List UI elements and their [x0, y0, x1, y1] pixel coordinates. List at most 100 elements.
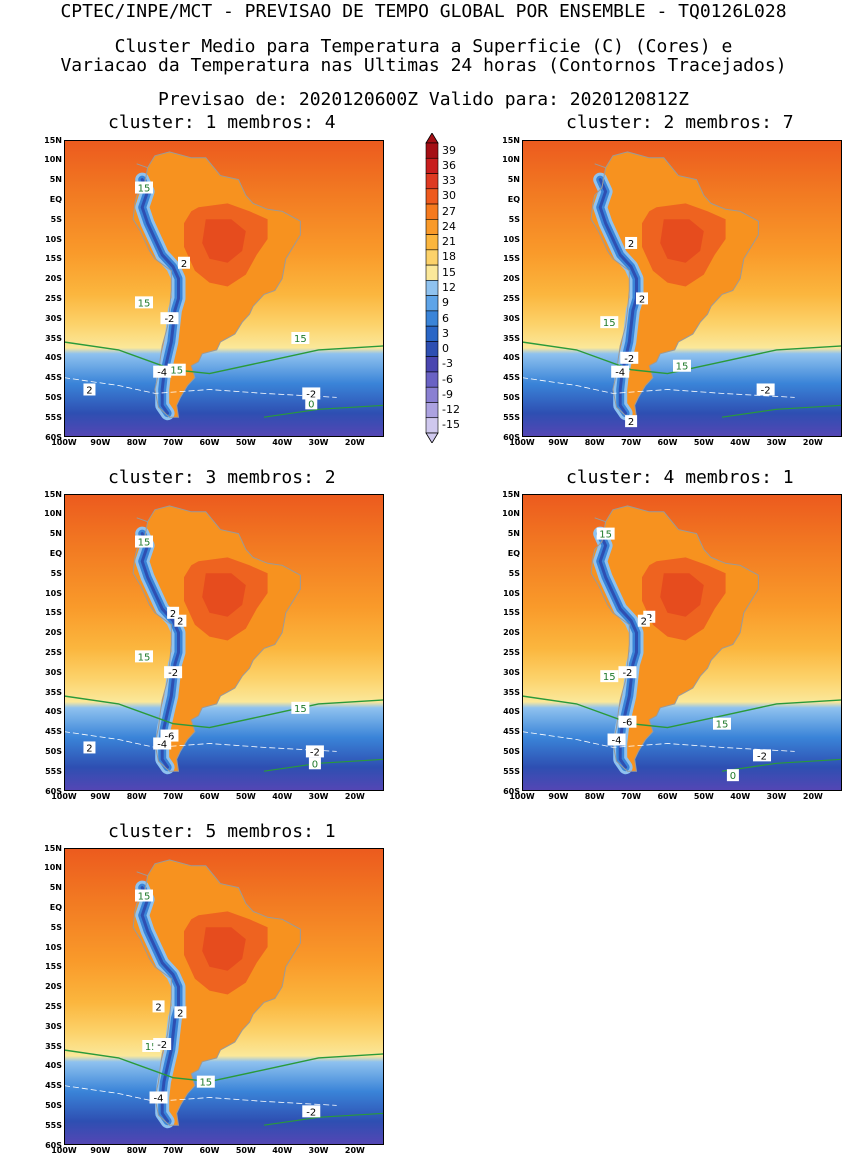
contour-label: 15 [603, 672, 616, 683]
longitude-label: 20W [344, 438, 365, 447]
longitude-label: 70W [163, 1146, 184, 1155]
longitude-label: 40W [272, 1146, 293, 1155]
contour-label: -2 [757, 751, 767, 762]
colorbar-tick-label: 33 [442, 174, 456, 188]
contour-label: 15 [138, 538, 151, 549]
contour-label: 15 [599, 530, 612, 541]
latitude-label: 5S [50, 922, 62, 932]
cluster-5-map: 15 2 2 15 -2 15 -4 -2 [64, 848, 384, 1145]
colorbar-tick-label: 0 [442, 342, 449, 356]
latitude-label: 25S [503, 293, 520, 303]
colorbar-segment [425, 234, 439, 251]
latitude-label: EQ [49, 194, 62, 204]
contour-label-box [135, 889, 153, 902]
colorbar-segment [425, 219, 439, 235]
contour-label: 15 [138, 298, 151, 309]
latitude-label: 25S [45, 647, 62, 657]
colorbar-segment [425, 371, 439, 388]
contour-label: 15 [603, 318, 616, 329]
longitude-label: 20W [802, 438, 823, 447]
contour-label: -4 [157, 368, 167, 379]
contour-label: -6 [164, 732, 174, 743]
colorbar-tick-label: 6 [442, 311, 449, 325]
contour-label-box [153, 737, 172, 750]
latitude-label: 15S [45, 962, 62, 972]
latitude-label: 10N [44, 155, 62, 165]
hot-core-region [202, 573, 246, 617]
latitude-label: 15S [45, 608, 62, 618]
latitude-label: 10S [503, 588, 520, 598]
contour-label-box [620, 351, 639, 364]
latitude-label: 20S [503, 628, 520, 638]
latitude-label: 60S [45, 786, 62, 796]
colorbar-segment [425, 203, 439, 220]
colorbar-segment [425, 417, 439, 434]
contour-label-box [174, 614, 187, 627]
contour-label-box [726, 769, 739, 782]
contour-label: -4 [612, 736, 622, 747]
contour-label: -4 [154, 1093, 164, 1104]
longitude-label: 50W [235, 1146, 256, 1155]
latitude-label: 40S [45, 353, 62, 363]
andes-coldest-band [140, 178, 180, 415]
contour-label: 2 [86, 385, 92, 396]
contour-label: -6 [622, 718, 632, 729]
contour-label-box [673, 359, 691, 372]
colorbar-tick-label: -3 [442, 357, 453, 371]
latitude-label: 45S [45, 1081, 62, 1091]
longitude-label: 50W [693, 792, 714, 801]
latitude-label: 5N [507, 529, 520, 539]
contour-label: 15 [294, 704, 307, 715]
contour-label-box [308, 757, 321, 770]
latitude-label: 55S [45, 766, 62, 776]
latitude-label: 5S [50, 568, 62, 578]
contour-label: -2 [761, 385, 771, 396]
longitude-label: 80W [126, 792, 147, 801]
latitude-label: 40S [503, 353, 520, 363]
contour-label-box [305, 745, 324, 758]
latitude-label: 20S [503, 274, 520, 284]
contour-label: 2 [177, 617, 183, 628]
latitude-label: 50S [503, 746, 520, 756]
latitude-label: 10N [44, 509, 62, 519]
header-line-2: Cluster Medio para Temperatura a Superfi… [114, 36, 733, 57]
contour-label: 2 [177, 1008, 183, 1019]
latitude-label: 60S [503, 786, 520, 796]
contour-label-box [83, 741, 96, 754]
colorbar-tick-label: 27 [442, 204, 456, 218]
contour-label-box [152, 1000, 165, 1013]
contour-label: -4 [615, 368, 625, 379]
latitude-label: 45S [503, 727, 520, 737]
latitude-label: 5N [49, 529, 62, 539]
colorbar-segment [425, 386, 439, 403]
longitude-label: 100W [51, 1146, 77, 1155]
longitude-label: 80W [584, 438, 605, 447]
longitude-label: 30W [766, 792, 787, 801]
contour-label: 2 [181, 259, 187, 270]
latitude-label: 5N [49, 175, 62, 185]
latitude-label: 40S [45, 1061, 62, 1071]
contour-label: 2 [170, 609, 176, 620]
coastline [590, 505, 759, 772]
colorbar-tick-label: 21 [442, 235, 456, 249]
longitude-label: 40W [730, 438, 751, 447]
contour-label-box [291, 332, 310, 344]
hot-core-region [202, 219, 246, 263]
colorbar-segment [425, 157, 439, 174]
longitude-label: 60W [657, 792, 678, 801]
colorbar-tick-label: -9 [442, 387, 453, 401]
contour-label-box [636, 292, 648, 305]
colorbar-tick-label: -15 [442, 418, 460, 432]
latitude-label: 30S [45, 313, 62, 323]
latitude-label: 50S [45, 1100, 62, 1110]
colorbar-segment [425, 188, 439, 205]
colorbar-segment [425, 402, 439, 419]
latitude-label: 5S [50, 214, 62, 224]
colorbar-segment [425, 249, 439, 266]
latitude-label: 25S [45, 1001, 62, 1011]
latitude-label: 55S [45, 1120, 62, 1130]
colorbar-tick-label: 15 [442, 265, 456, 279]
contour-label: 15 [138, 184, 151, 195]
latitude-label: 10S [45, 942, 62, 952]
colorbar-tick-label: 36 [442, 158, 456, 172]
